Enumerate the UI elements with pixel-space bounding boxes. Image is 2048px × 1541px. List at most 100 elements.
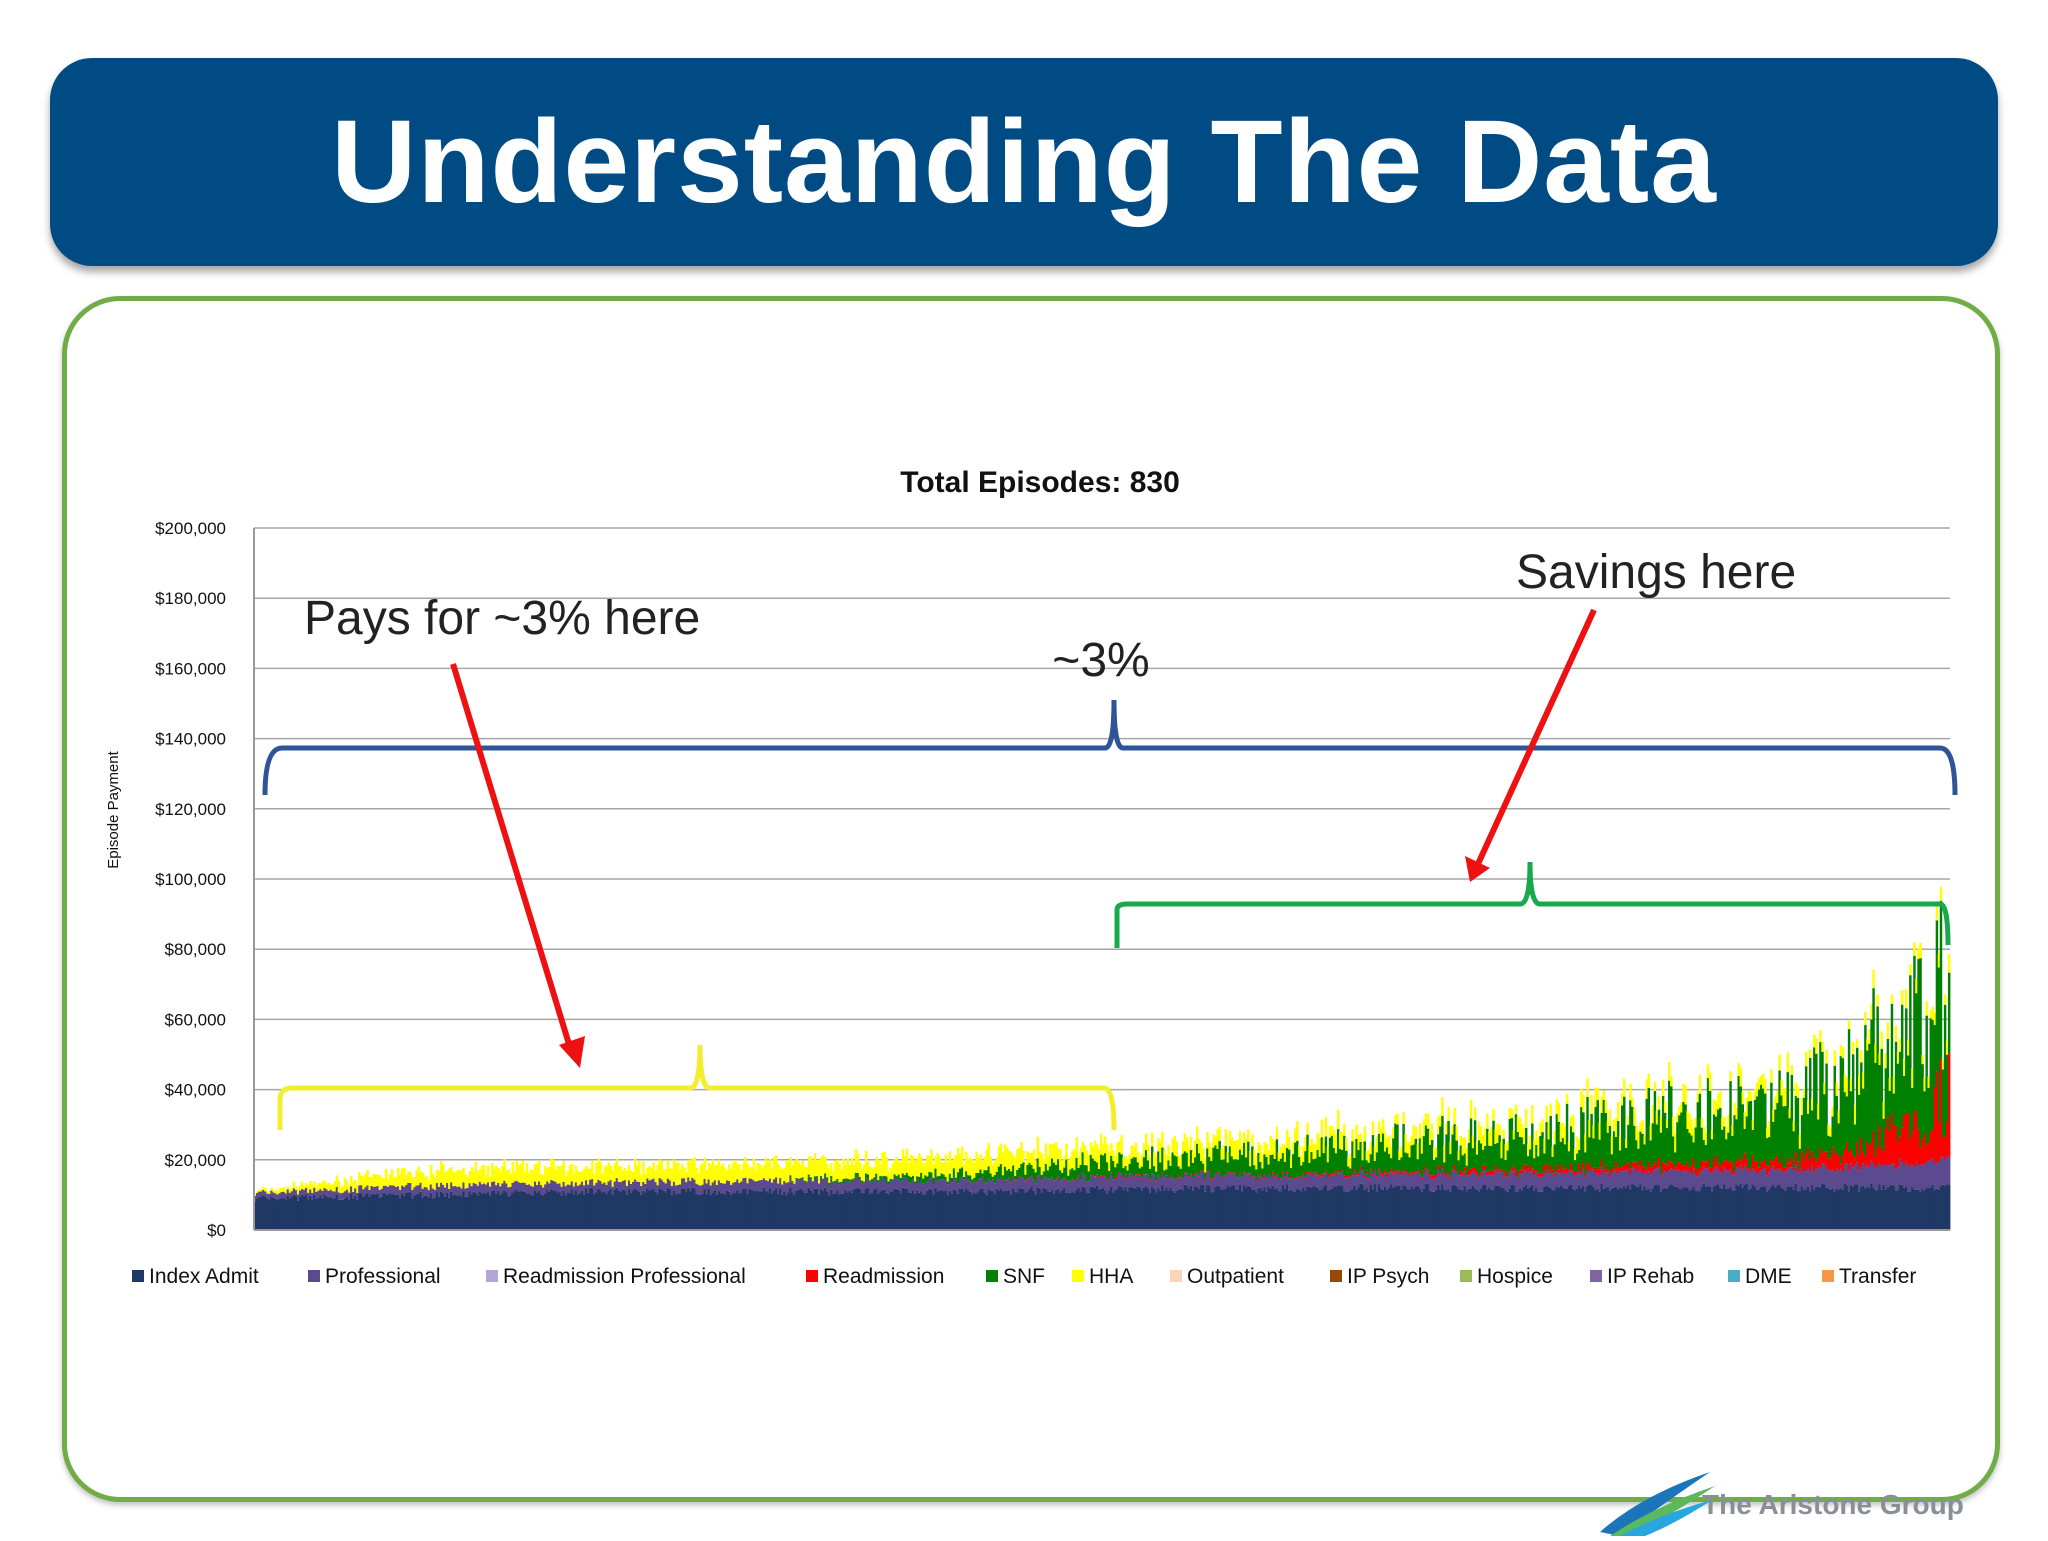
bar-segment-hha (1605, 1099, 1607, 1113)
yellow-bracket (280, 1045, 1114, 1130)
bar-segment-index_admit (1948, 1184, 1950, 1230)
bar-segment-hha (1382, 1119, 1384, 1133)
bar-segment-hha (1864, 1012, 1866, 1025)
bar-segment-hha (1296, 1121, 1298, 1141)
savings-arrow (1478, 610, 1594, 864)
bar-segment-hha (1486, 1114, 1488, 1129)
bar-segment-hha (1617, 1102, 1619, 1121)
bar-segment-hha (1701, 1118, 1703, 1128)
bar-segment-hha (1550, 1103, 1552, 1115)
green-bracket (1117, 862, 1948, 948)
bar-segment-hha (1566, 1094, 1568, 1104)
legend-item: SNF (1003, 1265, 1045, 1288)
bar-segment-hha (1778, 1054, 1780, 1070)
bar-segment-hha (1723, 1117, 1725, 1127)
bar-segment-hha (1876, 994, 1878, 1006)
bar-segment-hha (1825, 1050, 1827, 1064)
legend-item: Professional (325, 1265, 441, 1288)
bar-segment-hha (1664, 1101, 1666, 1112)
bar-segment-hha (1402, 1112, 1404, 1124)
bar-segment-professional (1948, 1157, 1950, 1184)
bar-segment-hha (1836, 1083, 1838, 1096)
bar-segment-hha (1453, 1108, 1455, 1124)
bar-segment-hha (1531, 1105, 1533, 1124)
bar-segment-hha (1474, 1107, 1476, 1120)
pays-arrowhead (559, 1036, 585, 1068)
legend-swatch (986, 1270, 998, 1282)
bar-segment-hha (1805, 1052, 1807, 1066)
bar-segment-hha (1586, 1078, 1588, 1096)
legend-swatch (1460, 1270, 1472, 1282)
bar-segment-hha (1351, 1129, 1353, 1141)
bar-segment-hha (1325, 1117, 1327, 1136)
bar-segment-hha (1247, 1130, 1249, 1142)
company-logo: The Aristone Group (1600, 1466, 2020, 1536)
bar-segment-hha (1797, 1086, 1799, 1098)
bar-segment-hha (1161, 1132, 1163, 1148)
y-tick-label: $160,000 (155, 659, 226, 678)
bar-segment-hha (1770, 1069, 1772, 1082)
legend-swatch (1590, 1270, 1602, 1282)
legend-item: Readmission (823, 1265, 944, 1288)
bar-segment-hha (1415, 1127, 1417, 1139)
bar-segment-hha (1558, 1103, 1560, 1122)
legend-swatch (308, 1270, 320, 1282)
bar-segment-hha (1662, 1080, 1664, 1096)
y-axis-label: Episode Payment (105, 750, 122, 868)
y-tick-label: $180,000 (155, 589, 226, 608)
bar-segment-hha (1343, 1124, 1345, 1136)
bar-segment-hha (1887, 1022, 1889, 1039)
logo-text: The Aristone Group (1702, 1489, 1964, 1520)
legend-swatch (1728, 1270, 1740, 1282)
bar-segment-hha (1176, 1141, 1178, 1156)
legend-item: Hospice (1477, 1265, 1553, 1288)
legend-swatch (1170, 1270, 1182, 1282)
pays-for-annotation: Pays for ~3% here (304, 592, 700, 645)
bar-segment-hha (1842, 1047, 1844, 1058)
y-tick-label: $0 (207, 1221, 226, 1240)
legend-item: DME (1745, 1265, 1792, 1288)
bar-segment-hha (287, 1186, 289, 1189)
bar-segment-hha (1856, 1039, 1858, 1048)
bar-segment-hha (1447, 1107, 1449, 1121)
bar-segment-hha (1190, 1137, 1192, 1150)
bar-segment-hha (1821, 1042, 1823, 1052)
bar-segment-hha (1022, 1150, 1024, 1162)
bar-segment-hha (1742, 1092, 1744, 1105)
bar-segment-hha (1641, 1120, 1643, 1134)
bar-segment-hha (1709, 1072, 1711, 1091)
bar-segment-hha (1120, 1135, 1122, 1154)
bar-segment-hha (1498, 1125, 1500, 1136)
y-tick-label: $140,000 (155, 730, 226, 749)
bar-segment-hha (1654, 1082, 1656, 1091)
bar-segment-hha (1225, 1129, 1227, 1146)
bar-segment-hha (1603, 1090, 1605, 1099)
bar-segment-hha (1572, 1115, 1574, 1132)
bar-segment-hha (1337, 1110, 1339, 1129)
bar-segment-snf (1948, 973, 1950, 1054)
bar-segment-hha (1582, 1095, 1584, 1113)
legend-swatch (1822, 1270, 1834, 1282)
bar-segment-hha (1834, 1051, 1836, 1066)
bar-segment-hha (1218, 1127, 1220, 1141)
legend-item: Outpatient (1187, 1265, 1284, 1288)
bar-segment-hha (1848, 1021, 1850, 1029)
y-axis-ticks: $0$20,000$40,000$60,000$80,000$100,000$1… (155, 519, 226, 1240)
bar-segment-hha (1909, 964, 1911, 975)
bar-segment-hha (1441, 1097, 1443, 1116)
bar-segment-snf (1940, 901, 1942, 1059)
bar-segment-hha (1670, 1076, 1672, 1086)
bar-segment-hha (1901, 990, 1903, 1005)
bar-segment-hha (1541, 1119, 1543, 1132)
y-tick-label: $120,000 (155, 800, 226, 819)
bar-segment-hha (961, 1146, 963, 1167)
bar-segment-hha (1372, 1121, 1374, 1135)
bar-segment-hha (1288, 1137, 1290, 1150)
bar-segment-hha (1905, 989, 1907, 1008)
bar-segment-hha (1633, 1107, 1635, 1125)
bar-segment-hha (264, 1188, 266, 1191)
bar-segment-hha (1545, 1105, 1547, 1122)
bar-segment-hha (1251, 1134, 1253, 1146)
episode-bars (254, 887, 1950, 1230)
